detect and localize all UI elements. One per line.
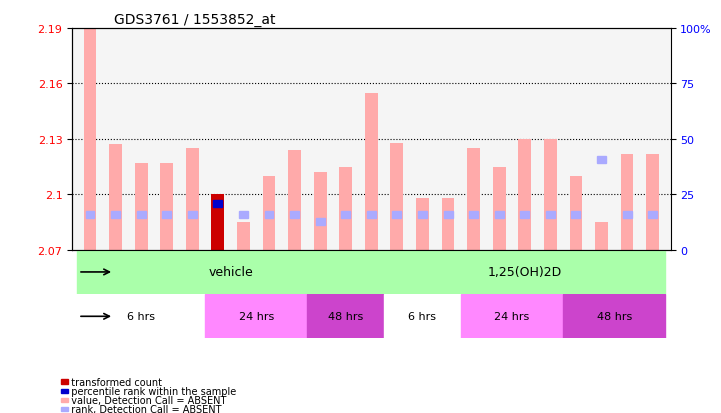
Bar — [137, 211, 146, 219]
Text: 6 hrs: 6 hrs — [409, 311, 436, 322]
Text: vehicle: vehicle — [208, 266, 253, 279]
Bar — [418, 211, 427, 219]
Bar — [495, 211, 504, 219]
Text: value, Detection Call = ABSENT: value, Detection Call = ABSENT — [65, 395, 226, 405]
Bar — [314, 173, 327, 250]
Bar — [367, 211, 376, 219]
Bar — [135, 164, 148, 250]
Text: rank, Detection Call = ABSENT: rank, Detection Call = ABSENT — [65, 404, 221, 413]
Bar — [570, 176, 583, 250]
Bar — [188, 211, 197, 219]
Bar — [521, 211, 529, 219]
Bar — [162, 211, 171, 219]
Bar — [646, 154, 659, 250]
Bar — [595, 223, 608, 250]
Bar — [213, 200, 222, 208]
Bar — [443, 211, 453, 219]
Bar — [622, 211, 632, 219]
Bar — [391, 143, 403, 250]
Bar — [341, 211, 350, 219]
Bar — [597, 156, 606, 164]
Text: 48 hrs: 48 hrs — [597, 311, 632, 322]
Bar — [340, 167, 352, 250]
Bar — [518, 140, 531, 250]
Bar — [109, 145, 122, 250]
Text: transformed count: transformed count — [65, 377, 162, 387]
Bar — [111, 211, 120, 219]
Bar — [563, 294, 665, 339]
Bar — [546, 211, 554, 219]
Bar — [461, 294, 563, 339]
Bar — [392, 211, 402, 219]
Bar — [492, 167, 505, 250]
Bar — [290, 211, 299, 219]
Bar — [237, 223, 250, 250]
Bar — [442, 199, 454, 250]
Bar — [384, 250, 665, 294]
Bar — [86, 211, 94, 219]
Bar — [77, 294, 205, 339]
Bar — [160, 164, 173, 250]
Bar — [205, 294, 307, 339]
Text: percentile rank within the sample: percentile rank within the sample — [65, 386, 236, 396]
Bar — [467, 149, 480, 250]
Bar — [544, 140, 557, 250]
Text: 24 hrs: 24 hrs — [239, 311, 274, 322]
Bar — [265, 211, 273, 219]
Bar — [288, 151, 301, 250]
Bar — [316, 218, 324, 225]
Bar — [307, 294, 384, 339]
Bar — [384, 294, 461, 339]
Bar — [239, 211, 248, 219]
Bar — [572, 211, 580, 219]
Bar — [211, 195, 224, 250]
Text: 6 hrs: 6 hrs — [127, 311, 155, 322]
Bar — [262, 176, 275, 250]
Bar — [365, 93, 378, 250]
Bar — [648, 211, 657, 219]
Text: 24 hrs: 24 hrs — [495, 311, 530, 322]
Text: 1,25(OH)2D: 1,25(OH)2D — [487, 266, 562, 279]
Bar — [77, 250, 384, 294]
Bar — [416, 199, 429, 250]
Text: GDS3761 / 1553852_at: GDS3761 / 1553852_at — [114, 12, 275, 26]
Bar — [469, 211, 478, 219]
Bar — [621, 154, 634, 250]
Text: 48 hrs: 48 hrs — [328, 311, 363, 322]
Bar — [186, 149, 199, 250]
Bar — [84, 29, 97, 250]
